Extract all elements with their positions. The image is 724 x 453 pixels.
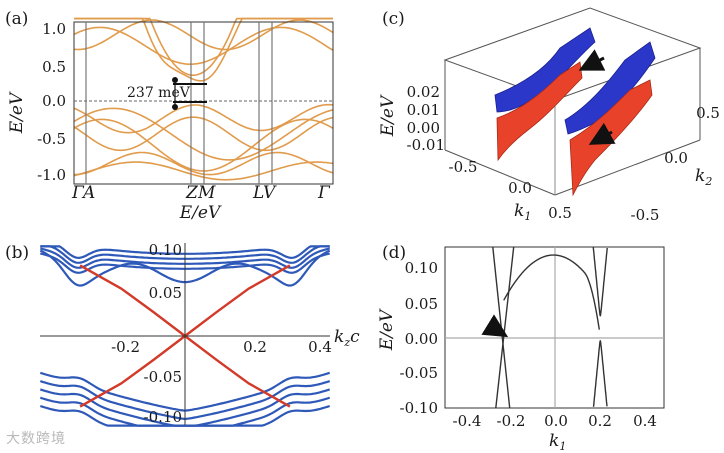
panel-b-ytick-4: -0.10 [144,408,182,426]
kpoint-V: V [263,183,277,203]
panel-d-curves [492,246,608,409]
panel-c-ztick-2: 0.01 [407,101,440,119]
band-d-cross-2 [495,246,515,409]
panel-b-xtick-2: 0.2 [243,338,267,356]
band-d-parabola [503,254,600,330]
box-bottom-front [444,149,556,196]
panel-c-xtick-3: 0.5 [548,204,572,222]
panel-d-xlabel: k1 [549,431,566,453]
panel-d-xtick-1: -0.4 [453,412,482,430]
panel-a-kpoint-labels: Γ A Z M L V Γ [71,183,331,203]
panel-c-ylabel: k2 [695,166,712,188]
panel-a-ytick-labels: 1.0 0.5 0.0 -0.5 -1.0 [37,20,66,184]
panel-d-crossing-arrow [481,314,509,338]
panel-a-ytick-1: 1.0 [42,20,66,38]
band-d-cone-lower [592,340,608,407]
panel-a: (a) E/eV 1.0 0.5 0.0 -0.5 -1.0 Γ A Z M L… [5,9,334,223]
panel-c-xtick-2: 0.0 [508,179,532,197]
watermark: 大数跨境 [6,431,66,447]
panel-b-ytick-1: 0.10 [149,241,182,259]
panel-a-ytick-2: 0.5 [42,58,66,76]
panel-c-ytick-2: 0.0 [664,149,688,167]
kpoint-gamma-1: Γ [71,183,85,203]
surface-blue-1 [494,27,596,113]
kpoint-L: L [252,183,264,203]
panel-c-ytick-3: -0.5 [631,206,660,224]
kpoint-Z: Z [185,183,199,203]
kpoint-M: M [197,183,216,203]
panel-c-ztick-1: 0.02 [407,83,440,101]
panel-c: (c) 0.02 0.01 0.00 -0.01 E/eV -0.5 0.0 0… [378,7,720,224]
panel-label-b: (b) [5,243,29,263]
box-bottom-right [554,139,701,196]
panel-b-xtick-3: 0.4 [308,338,332,356]
panel-c-ytick-1: 0.5 [696,104,720,122]
surface-red-1 [496,61,583,162]
surface-blue-2 [564,41,656,135]
panel-d-xtick-5: 0.4 [633,412,657,430]
kpoint-A: A [81,183,95,203]
panel-a-ytick-4: -0.5 [37,130,66,148]
panel-d-xtick-2: -0.2 [497,412,526,430]
panel-a-ytick-3: 0.0 [42,92,66,110]
panel-a-ylabel: E/eV [7,91,27,134]
panel-a-ytick-5: -1.0 [37,166,66,184]
panel-c-xtick-1: -0.5 [449,158,478,176]
panel-b-ytick-3: -0.05 [144,368,182,386]
band-d-cross-1 [492,246,511,409]
panel-b-xtick-1: -0.2 [111,338,140,356]
panel-d-ytick-2: 0.05 [405,295,438,313]
panel-b: (b) -0.2 0.2 0.4 0.10 0.05 -0.05 -0.10 k… [5,241,360,427]
panel-d-ylabel: E/eV [377,308,397,351]
gap-marker [172,77,207,110]
panel-b-xlabel: kzc [334,327,360,349]
panel-c-xlabel: k1 [514,201,531,223]
panel-c-ztick-3: 0.00 [407,119,440,137]
band-d-cone-upper [592,247,608,317]
panel-d-ytick-5: -0.10 [400,399,438,417]
panel-label-c: (c) [382,9,405,29]
panel-d-ytick-4: -0.05 [400,364,438,382]
panel-d-xtick-3: 0.0 [544,412,568,430]
panel-c-ztick-4: -0.01 [407,136,445,154]
panel-d-ytick-1: 0.10 [405,259,438,277]
arrow-node-2 [588,122,616,145]
panel-d-xtick-4: 0.2 [588,412,612,430]
kpoint-gamma-2: Γ [317,183,331,203]
panel-c-zlabel: E/eV [378,94,398,137]
arrow-node-1 [578,49,606,71]
panel-d: (d) 0.10 0.05 0.00 -0.05 -0.10 -0.4 -0.2… [377,243,665,453]
panel-b-ytick-2: 0.05 [149,284,182,302]
panel-label-a: (a) [5,9,28,29]
band-b-lower-5 [39,404,331,427]
panel-label-d: (d) [382,243,406,263]
panel-d-ytick-3: 0.00 [405,330,438,348]
panel-a-xlabel: E/eV [179,203,222,223]
gap-annotation: 237 meV [127,85,191,101]
